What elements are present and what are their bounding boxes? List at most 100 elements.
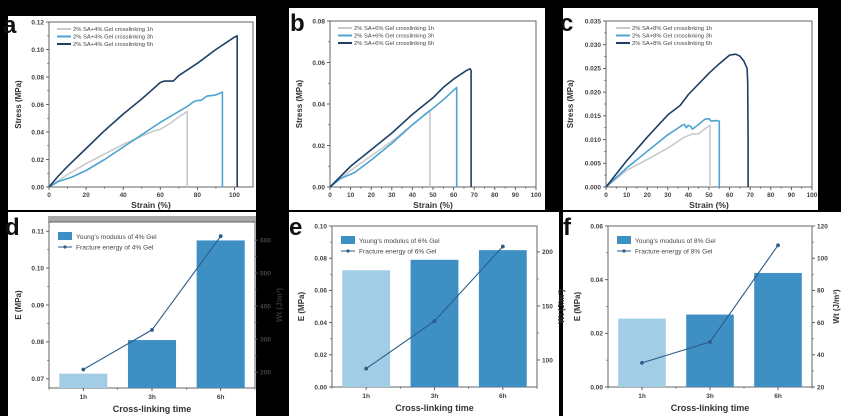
bar-3h	[410, 259, 459, 387]
y-tick-label: 0.06	[31, 102, 44, 109]
y-tick-label: 0.06	[312, 60, 325, 67]
legend-label-bar: Young's modulus of 4% Gel	[76, 234, 157, 241]
y-tick-label: 0.015	[585, 113, 602, 120]
y-tick-label: 0.02	[312, 143, 325, 150]
y2-tick-label: 400	[260, 303, 271, 310]
x-tick-label: 10	[623, 192, 631, 199]
x-tick-label: 6h	[774, 393, 782, 400]
legend-label-h1: 2% SA+4% Gel crosslinking 1h	[73, 27, 153, 33]
y2-tick-label: 120	[817, 223, 828, 230]
y-axis-label: E (MPa)	[14, 290, 23, 320]
bar-6h	[196, 240, 245, 388]
legend-label-h6: 2% SA+4% Gel crosslinking 6h	[73, 42, 153, 48]
bar-6h	[478, 250, 527, 387]
y-tick-label: 0.02	[314, 352, 327, 359]
x-tick-label: 40	[685, 192, 693, 199]
x-tick-label: 3h	[706, 393, 714, 400]
legend-label-line: Fracture energy of 6% Gel	[359, 248, 437, 255]
panel-c	[603, 20, 813, 190]
panel-d-separator-bar	[48, 216, 256, 222]
y-axis-label: E (MPa)	[297, 292, 306, 322]
y-tick-label: 0.08	[31, 74, 44, 81]
y2-tick-label: 150	[542, 303, 553, 310]
x-axis-label: Cross-linking time	[395, 403, 474, 413]
series-line-h3	[48, 91, 224, 188]
fracture-energy-point-1h	[640, 360, 644, 365]
series-line-h1	[329, 109, 431, 188]
x-tick-label: 70	[471, 192, 479, 199]
x-tick-label: 60	[157, 192, 165, 199]
x-axis-label: Strain (%)	[689, 200, 729, 210]
x-tick-label: 0	[328, 192, 332, 199]
x-tick-label: 3h	[431, 393, 439, 400]
legend-label-h6: 2% SA+8% Gel crosslinking 6h	[632, 41, 712, 47]
fracture-energy-point-3h	[150, 328, 154, 332]
series-line-h6	[48, 34, 238, 188]
x-tick-label: 100	[229, 192, 240, 199]
legend-swatch-marker	[346, 249, 350, 253]
x-tick-label: 1h	[80, 394, 88, 401]
x-tick-label: 90	[788, 192, 796, 199]
y-tick-label: 0.07	[31, 376, 44, 383]
x-tick-label: 10	[347, 192, 355, 199]
y-tick-label: 0.00	[590, 384, 603, 391]
y2-tick-label: 20	[817, 384, 825, 391]
x-tick-label: 1h	[638, 393, 646, 400]
panel-label-b: b	[290, 10, 305, 37]
bar-1h	[59, 373, 108, 388]
legend-label-h1: 2% SA+8% Gel crosslinking 1h	[632, 26, 712, 32]
legend-label-bar: Young's modulus of 6% Gel	[359, 238, 440, 245]
panel-label-c: c	[560, 10, 574, 37]
y-axis-label: Stress (MPa)	[14, 80, 23, 129]
x-tick-label: 3h	[148, 394, 156, 401]
legend-swatch-bar	[617, 236, 631, 244]
x-tick-label: 6h	[499, 393, 507, 400]
x-tick-label: 30	[388, 192, 396, 199]
panel-label-d: d	[5, 214, 20, 241]
x-tick-label: 0	[604, 192, 608, 199]
y2-tick-label: 80	[817, 288, 825, 295]
y2-tick-label: 200	[542, 249, 553, 256]
y-tick-label: 0.09	[31, 302, 44, 309]
fracture-energy-point-3h	[432, 319, 437, 323]
y-tick-label: 0.02	[590, 331, 603, 338]
x-tick-label: 20	[644, 192, 652, 199]
panel-label-a: a	[3, 12, 17, 39]
x-tick-label: 50	[429, 192, 437, 199]
legend-label-h3: 2% SA+8% Gel crosslinking 3h	[632, 34, 712, 40]
fracture-energy-point-1h	[364, 366, 369, 371]
bar-3h	[127, 340, 177, 388]
x-tick-label: 80	[767, 192, 775, 199]
y-tick-label: 0.005	[585, 161, 602, 168]
y2-tick-label: 60	[817, 320, 825, 327]
series-line-h6	[605, 53, 749, 188]
legend-swatch-marker	[63, 245, 67, 249]
x-tick-label: 20	[368, 192, 376, 199]
y2-axis-label: Wt (J/m³)	[832, 289, 841, 324]
y-tick-label: 0.10	[31, 265, 44, 272]
y-tick-label: 0.035	[585, 18, 602, 25]
fracture-energy-point-1h	[81, 367, 86, 372]
x-tick-label: 40	[120, 192, 128, 199]
bar-3h	[686, 314, 734, 387]
series-line-h6	[329, 67, 472, 188]
x-tick-label: 1h	[362, 393, 370, 400]
y-tick-label: 0.04	[31, 129, 44, 136]
y-tick-label: 0.030	[585, 42, 602, 49]
x-tick-label: 70	[747, 192, 755, 199]
y2-axis-label: Wt (J/m³)	[557, 289, 566, 324]
series-line-h3	[329, 86, 458, 188]
panel-a	[46, 21, 254, 190]
x-tick-label: 20	[82, 192, 90, 199]
y-tick-label: 0.06	[314, 288, 327, 295]
series-line-h3	[605, 117, 721, 188]
y-tick-label: 0.10	[314, 223, 327, 230]
x-tick-label: 100	[531, 192, 542, 199]
fracture-energy-point-6h	[776, 243, 780, 248]
legend-swatch-bar	[58, 232, 72, 240]
x-axis-label: Cross-linking time	[113, 404, 192, 414]
y-tick-label: 0.020	[585, 89, 602, 96]
y-tick-label: 0.08	[31, 339, 44, 346]
y-tick-label: 0.025	[585, 66, 602, 73]
x-tick-label: 0	[47, 192, 51, 199]
